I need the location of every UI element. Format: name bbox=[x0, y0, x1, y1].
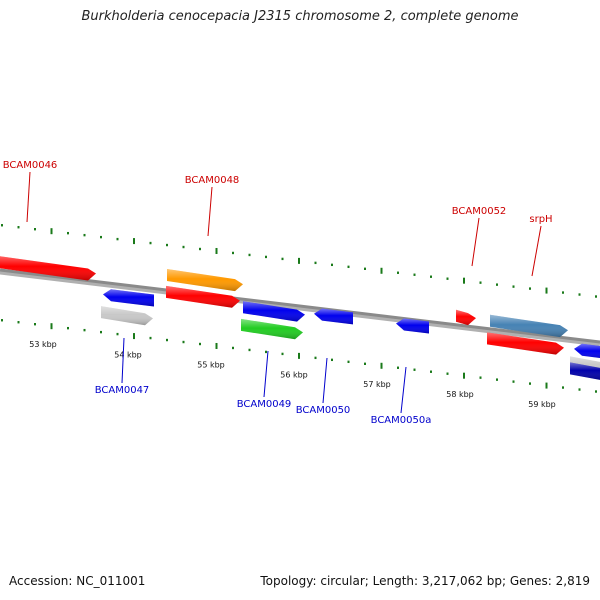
tick-label: 59 kbp bbox=[528, 400, 556, 409]
tick-label: 53 kbp bbox=[29, 340, 57, 349]
gene-arrow-shading bbox=[396, 318, 429, 334]
tick-label: 56 kbp bbox=[280, 370, 308, 379]
gene-arrow-shading bbox=[314, 308, 353, 325]
gene-arrow-shading bbox=[490, 314, 568, 338]
forward-leader-line bbox=[207, 186, 213, 237]
tick-label: 55 kbp bbox=[197, 360, 225, 369]
gene-arrow-shading bbox=[167, 269, 243, 292]
gene-arrow-shading bbox=[487, 332, 564, 355]
genome-backbone bbox=[0, 268, 600, 344]
reverse-leader-line bbox=[263, 350, 269, 398]
reverse-gene-label: BCAM0049 bbox=[237, 399, 292, 410]
gene-arrow-shading bbox=[456, 309, 476, 326]
forward-leader-line bbox=[26, 171, 31, 223]
gene-arrow-shading bbox=[0, 256, 96, 281]
backbone-shadow bbox=[0, 269, 600, 347]
forward-leader-line bbox=[531, 225, 542, 277]
reverse-gene-label: BCAM0050 bbox=[296, 405, 351, 416]
tick-label: 54 kbp bbox=[114, 350, 142, 359]
accession-text: Accession: NC_011001 bbox=[9, 574, 146, 588]
forward-gene-label: BCAM0048 bbox=[185, 175, 240, 186]
gene-arrow-shading bbox=[241, 318, 303, 340]
gene-arrow-shading bbox=[243, 301, 305, 322]
gene-arrow-shading bbox=[574, 343, 600, 358]
reverse-leader-line bbox=[121, 337, 125, 384]
forward-gene-label: BCAM0046 bbox=[3, 160, 58, 171]
forward-gene-label: srpH bbox=[529, 214, 552, 225]
gene-arrow-shading bbox=[103, 289, 154, 307]
forward-leader-line bbox=[471, 217, 480, 267]
reverse-leader-line bbox=[322, 357, 328, 404]
forward-gene-label: BCAM0052 bbox=[452, 206, 507, 217]
map-title: Burkholderia cenocepacia J2315 chromosom… bbox=[81, 9, 519, 24]
gene-arrow-shading bbox=[101, 306, 153, 326]
reverse-gene-label: BCAM0050a bbox=[371, 415, 432, 426]
gene-arrow-shading bbox=[570, 362, 600, 380]
gene-arrow-shading bbox=[166, 285, 240, 308]
tick-label: 58 kbp bbox=[446, 390, 474, 399]
reverse-leader-line bbox=[400, 366, 407, 414]
tick-label: 57 kbp bbox=[363, 380, 391, 389]
genome-stats-text: Topology: circular; Length: 3,217,062 bp… bbox=[260, 574, 590, 588]
reverse-gene-label: BCAM0047 bbox=[95, 385, 150, 396]
